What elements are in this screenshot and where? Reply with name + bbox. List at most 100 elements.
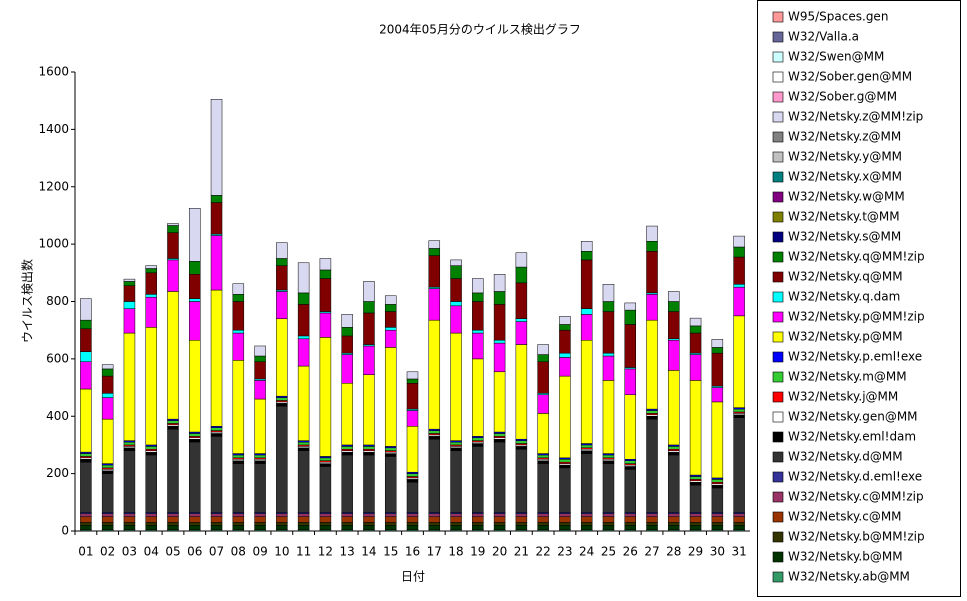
bar-segment: [602, 525, 615, 530]
bar-segment: [515, 321, 528, 345]
legend-label: W32/Netsky.p.eml!exe: [788, 350, 922, 364]
bar-segment: [363, 516, 375, 523]
legend-label: W32/Netsky.x@MM: [788, 170, 902, 184]
bar-segment: [123, 308, 136, 334]
bar-segment: [733, 256, 745, 285]
x-tick-label: 25: [601, 545, 616, 559]
bar-segment: [101, 464, 114, 469]
legend-label: W32/Valla.a: [788, 30, 859, 44]
bar-segment: [145, 268, 157, 274]
bar-segment: [341, 314, 353, 328]
bar-segment: [145, 327, 157, 446]
bar-segment: [210, 513, 223, 517]
bar-segment: [189, 522, 201, 526]
x-tick-label: 06: [187, 545, 202, 559]
bar-segment: [297, 450, 310, 513]
bar-segment: [145, 522, 157, 526]
bar-segment: [450, 513, 462, 517]
bar-segment: [210, 427, 223, 431]
x-tick-label: 13: [340, 545, 355, 559]
bar-segment: [363, 454, 375, 513]
bar-segment: [711, 479, 724, 483]
bar-segment: [711, 347, 724, 354]
bar-segment: [493, 522, 506, 526]
bar-segment: [341, 383, 353, 446]
bar-segment: [123, 301, 136, 309]
bar-segment: [123, 281, 136, 286]
bar-segment: [363, 301, 375, 314]
legend-swatch: [772, 251, 784, 263]
bar-segment: [145, 446, 157, 450]
bar-segment: [624, 525, 636, 530]
bar-segment: [668, 522, 680, 526]
bar-segment: [232, 283, 245, 295]
bar-segment: [276, 522, 288, 526]
bar-segment: [515, 252, 528, 268]
bar-segment: [145, 516, 157, 523]
bar-segment: [232, 525, 245, 530]
legend-swatch: [772, 351, 784, 363]
bar-segment: [406, 473, 419, 477]
bar-segment: [733, 286, 745, 317]
bar-segment: [167, 525, 179, 530]
bar-segment: [450, 447, 462, 451]
bar-segment: [123, 516, 136, 523]
bar-segment: [167, 420, 179, 424]
bar-segment: [167, 223, 179, 226]
bar-segment: [646, 251, 658, 294]
bar-segment: [276, 397, 288, 401]
bar-segment: [232, 522, 245, 526]
x-tick-label: 14: [361, 545, 376, 559]
bar-segment: [80, 351, 92, 362]
bar-segment: [472, 278, 484, 294]
bar-segment: [341, 327, 353, 337]
bar-segment: [232, 332, 245, 361]
bar-segment: [384, 327, 397, 331]
legend-label: W32/Netsky.c@MM!zip: [788, 490, 924, 504]
bar-segment: [537, 413, 549, 454]
bar-segment: [537, 513, 549, 517]
bar-segment: [624, 309, 636, 325]
bar-segment: [101, 393, 114, 398]
bar-segment: [646, 294, 658, 321]
bar-segment: [602, 311, 615, 354]
bar-segment: [689, 522, 702, 526]
x-tick-label: 30: [710, 545, 725, 559]
x-axis-label: 日付: [401, 570, 425, 584]
bar-segment: [363, 345, 375, 375]
x-tick-label: 26: [623, 545, 638, 559]
y-tick-label: 1200: [38, 179, 69, 193]
bar-segment: [559, 329, 571, 354]
bar-segment: [472, 443, 484, 447]
bar-segment: [123, 278, 136, 282]
bar-segment: [493, 513, 506, 517]
bar-segment: [624, 513, 636, 517]
bar-segment: [254, 361, 266, 380]
bar-segment: [363, 513, 375, 517]
bar-segment: [297, 365, 310, 441]
bar-segment: [515, 282, 528, 319]
bar-segment: [384, 329, 397, 348]
legend: W95/Spaces.gen W32/Valla.a W32/Swen@MM W32/…: [772, 10, 925, 584]
bar-segment: [210, 433, 223, 437]
bar-segment: [450, 278, 462, 302]
bar-segment: [210, 522, 223, 526]
bar-segment: [123, 522, 136, 526]
bar-segment: [450, 450, 462, 513]
bar-segment: [450, 522, 462, 526]
x-tick-label: 24: [579, 545, 594, 559]
legend-label: W32/Netsky.d@MM: [788, 450, 903, 464]
bar-segment: [624, 466, 636, 470]
bar-segment: [341, 516, 353, 523]
legend-swatch: [772, 471, 784, 483]
bar-segment: [297, 292, 310, 305]
bar-segment: [341, 454, 353, 513]
bar-segment: [602, 522, 615, 526]
y-tick-label: 600: [46, 351, 69, 365]
legend-swatch: [772, 31, 784, 43]
bar-segment: [733, 513, 745, 517]
bar-segment: [428, 438, 441, 513]
bar-segment: [145, 294, 157, 298]
bar-segment: [210, 525, 223, 530]
bar-segment: [319, 312, 332, 338]
